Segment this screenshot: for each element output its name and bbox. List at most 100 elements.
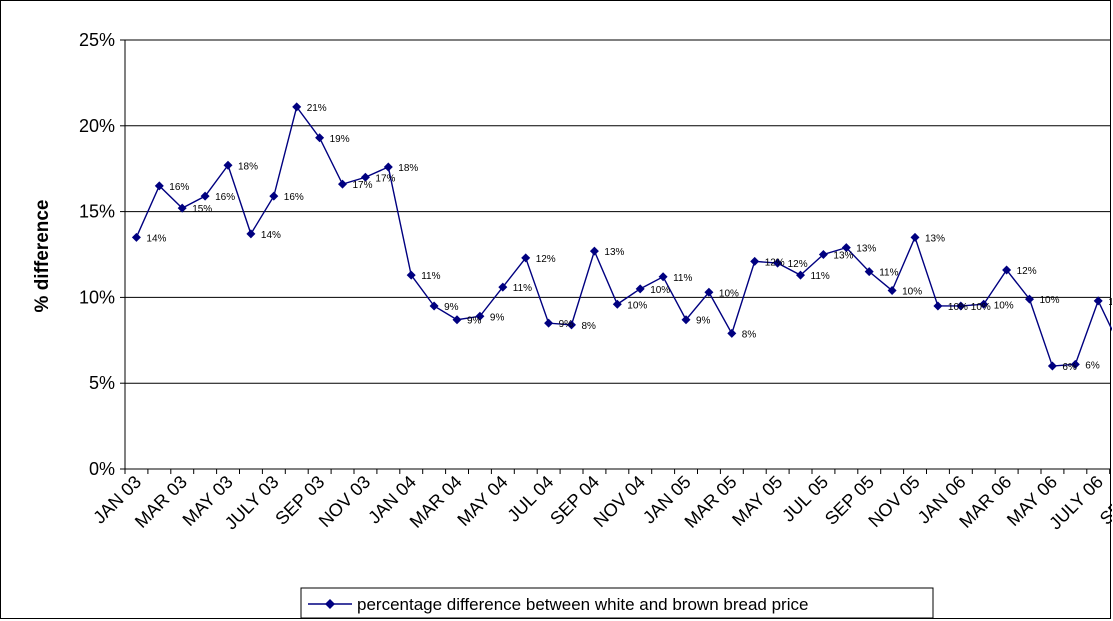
- data-point: [521, 253, 531, 263]
- data-point: [1093, 296, 1103, 306]
- y-tick-labels: 0% 5% 10% 15% 20% 25%: [79, 30, 115, 479]
- data-label: 10%: [719, 288, 739, 299]
- data-point: [315, 133, 325, 143]
- y-tick-label: 0%: [89, 459, 115, 479]
- data-label: 9%: [490, 312, 505, 323]
- data-point: [750, 256, 760, 266]
- data-point: [429, 301, 439, 311]
- data-point: [292, 102, 302, 112]
- series-line: [135, 105, 1112, 367]
- data-label: 12%: [1017, 266, 1037, 277]
- data-label: 12%: [788, 259, 808, 270]
- data-labels: 14%16%15%16%18%14%16%21%19%17%17%18%11%9…: [146, 103, 1112, 373]
- data-label: 21%: [307, 103, 327, 114]
- data-point: [246, 229, 256, 239]
- y-tick-label: 10%: [79, 287, 115, 307]
- data-point: [864, 267, 874, 277]
- data-point: [933, 301, 943, 311]
- data-point: [223, 160, 233, 170]
- data-point: [635, 284, 645, 294]
- axes: [124, 40, 1111, 474]
- data-point: [1070, 359, 1080, 369]
- data-point: [841, 243, 851, 253]
- data-label: 9%: [559, 319, 574, 330]
- x-tick-label: MAY 05: [728, 472, 786, 530]
- data-point: [612, 299, 622, 309]
- data-label: 12%: [765, 257, 785, 268]
- data-label: 14%: [261, 230, 281, 241]
- data-point: [452, 315, 462, 325]
- data-label: 18%: [398, 163, 418, 174]
- data-label: 9%: [696, 316, 711, 327]
- y-tick-label: 25%: [79, 30, 115, 50]
- data-point: [383, 162, 393, 172]
- data-label: 11%: [811, 271, 830, 282]
- legend: percentage difference between white and …: [300, 587, 934, 619]
- data-label: 10%: [627, 300, 647, 311]
- data-label: 13%: [604, 247, 624, 258]
- data-point: [818, 250, 828, 259]
- data-point: [1025, 294, 1034, 304]
- data-point: [200, 191, 210, 201]
- data-point: [658, 272, 668, 282]
- data-label: 14%: [146, 233, 166, 244]
- data-label: 9%: [467, 316, 482, 327]
- x-tick-label: MAY 04: [453, 472, 511, 530]
- y-axis-title: % difference: [32, 200, 53, 313]
- data-point: [131, 232, 141, 242]
- data-point: [544, 318, 554, 328]
- data-label: 10%: [650, 285, 670, 296]
- data-point: [475, 311, 485, 321]
- series-layer: [131, 102, 1112, 371]
- data-point: [727, 328, 737, 338]
- data-label: 15%: [192, 204, 212, 215]
- data-point: [360, 172, 370, 182]
- data-label: 9%: [444, 302, 459, 313]
- data-point: [681, 315, 691, 325]
- data-point: [704, 287, 714, 297]
- data-label: 16%: [169, 182, 189, 193]
- data-label: 19%: [330, 134, 350, 145]
- data-point: [1047, 361, 1057, 371]
- data-point: [589, 246, 599, 256]
- data-label: 10%: [971, 302, 991, 313]
- y-tick-label: 15%: [79, 202, 115, 222]
- y-tick-label: 5%: [89, 373, 115, 393]
- data-point: [567, 320, 576, 330]
- data-point: [498, 282, 508, 292]
- data-label: 8%: [582, 321, 597, 332]
- data-label: 10%: [1040, 295, 1060, 306]
- data-label: 10%: [994, 300, 1014, 311]
- x-tick-label: NOV 03: [315, 472, 374, 531]
- data-point: [338, 179, 347, 189]
- data-point: [269, 191, 279, 201]
- data-label: 8%: [742, 329, 757, 340]
- data-label: 13%: [833, 251, 853, 262]
- data-label: 16%: [284, 192, 304, 203]
- data-point: [979, 299, 989, 309]
- data-label: 11%: [879, 268, 898, 279]
- data-label: 16%: [215, 192, 235, 203]
- x-tick-label: NOV 04: [590, 472, 649, 531]
- data-label: 18%: [238, 161, 258, 172]
- legend-box: [300, 587, 934, 619]
- data-point: [177, 203, 187, 213]
- data-label: 17%: [353, 180, 373, 191]
- gridlines: [120, 39, 1111, 470]
- data-point: [796, 270, 805, 280]
- data-label: 13%: [925, 233, 945, 244]
- data-point: [154, 181, 164, 191]
- data-point: [910, 232, 920, 242]
- data-label: 6%: [1062, 362, 1077, 373]
- data-point: [773, 258, 783, 268]
- data-label: 10%: [948, 302, 968, 313]
- legend-series-label: percentage difference between white and …: [357, 595, 808, 614]
- data-label: 11%: [421, 271, 440, 282]
- legend-marker-icon: [325, 599, 335, 609]
- data-point: [1002, 265, 1012, 275]
- data-label: 13%: [856, 244, 876, 255]
- x-tick-label: NOV 05: [864, 472, 923, 531]
